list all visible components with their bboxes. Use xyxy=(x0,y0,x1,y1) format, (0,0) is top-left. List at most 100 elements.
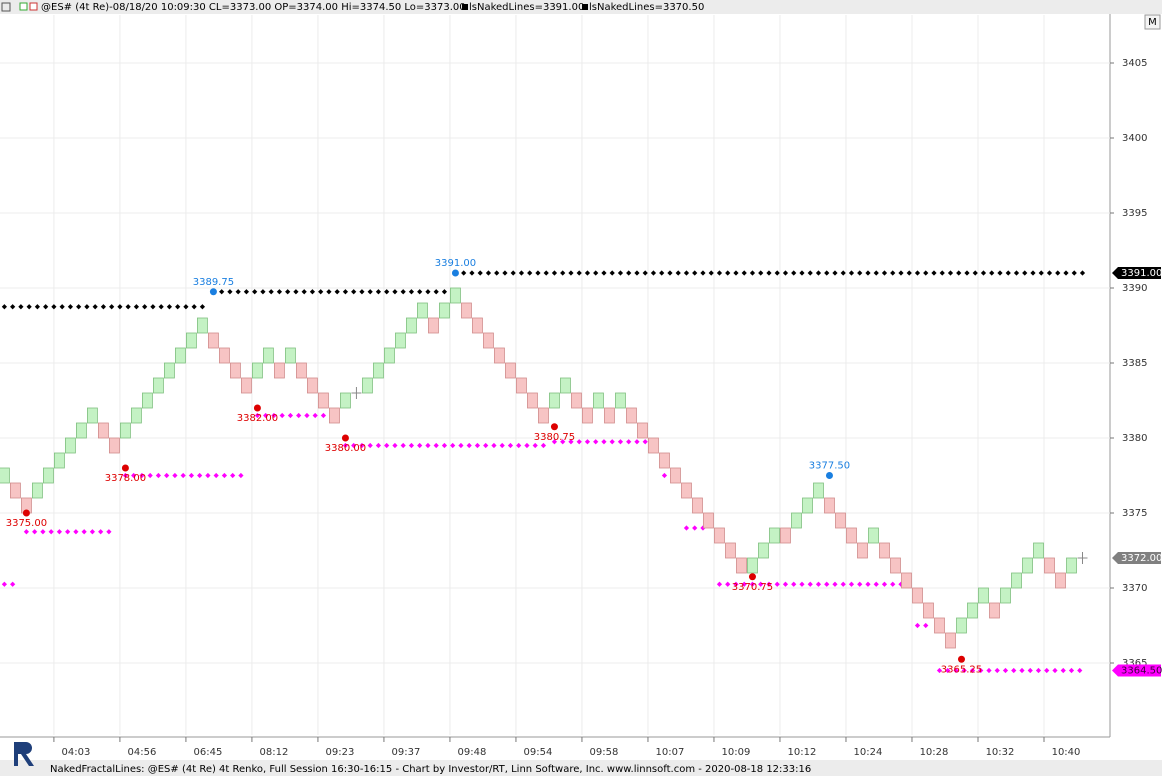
naked-line-dot xyxy=(469,270,475,276)
naked-line-dot xyxy=(832,581,838,587)
naked-line-dot xyxy=(408,442,415,449)
naked-line-dot xyxy=(312,412,318,419)
naked-line-dot xyxy=(483,442,489,449)
legend-swatch xyxy=(582,4,588,10)
naked-line-dot xyxy=(873,270,879,276)
naked-line-dot xyxy=(601,439,607,445)
naked-line-dot xyxy=(252,289,258,295)
x-tick-label: 09:58 xyxy=(590,747,619,758)
y-tick-label: 3395 xyxy=(1122,208,1147,219)
naked-line-dot xyxy=(260,289,266,295)
fractal-dot xyxy=(22,509,30,517)
naked-line-dot xyxy=(1027,667,1033,674)
naked-line-dot xyxy=(425,289,431,295)
renko-brick xyxy=(32,482,43,499)
naked-line-dot xyxy=(840,581,846,587)
naked-line-dot xyxy=(304,412,310,419)
naked-line-dot xyxy=(188,472,195,479)
renko-brick xyxy=(1033,542,1044,559)
naked-line-dot xyxy=(799,270,805,276)
fractal-dot xyxy=(253,404,261,412)
renko-brick xyxy=(725,542,736,559)
naked-line-dot xyxy=(516,442,522,449)
renko-brick xyxy=(43,467,54,484)
renko-brick xyxy=(384,347,395,364)
naked-line-dot xyxy=(642,439,648,445)
logo xyxy=(14,742,34,766)
m-button[interactable] xyxy=(1144,14,1161,30)
naked-line-dot xyxy=(626,439,632,445)
renko-brick xyxy=(230,362,241,379)
y-tick-label: 3405 xyxy=(1122,58,1147,69)
naked-line-dot xyxy=(758,270,764,276)
naked-line-dot xyxy=(287,412,294,419)
renko-brick xyxy=(1000,587,1011,604)
renko-brick xyxy=(54,452,65,469)
renko-brick xyxy=(615,392,626,409)
naked-line-dot xyxy=(400,289,406,295)
naked-line-dot xyxy=(576,270,582,276)
naked-line-dot xyxy=(626,270,632,276)
naked-line-dot xyxy=(205,472,211,479)
fractal-label: 3377.50 xyxy=(809,461,850,472)
renko-brick xyxy=(890,557,901,574)
close-icon[interactable] xyxy=(1,2,11,12)
naked-line-dot xyxy=(532,442,538,449)
fractal-label: 3365.25 xyxy=(941,664,982,675)
y-tick-label: 3365 xyxy=(1122,658,1147,669)
naked-line-dot xyxy=(634,270,640,276)
naked-line-dot xyxy=(384,289,390,295)
renko-brick xyxy=(736,557,747,574)
renko-brick xyxy=(120,422,131,439)
fractal-dot xyxy=(121,464,129,472)
naked-line-dot xyxy=(230,472,236,479)
naked-line-dot xyxy=(972,270,978,276)
naked-line-dot xyxy=(527,270,533,276)
renko-brick xyxy=(241,377,252,394)
naked-line-dot xyxy=(964,270,970,276)
renko-brick xyxy=(263,347,274,364)
naked-line-dot xyxy=(609,270,615,276)
naked-line-dot xyxy=(978,667,984,674)
x-tick-label: 09:23 xyxy=(326,747,355,758)
renko-brick xyxy=(98,422,109,439)
naked-line-dot xyxy=(23,529,30,535)
x-tick-label: 10:24 xyxy=(854,747,883,758)
naked-line-dot xyxy=(494,270,500,276)
fractal-label: 3378.00 xyxy=(105,473,146,484)
naked-line-dot xyxy=(1044,667,1050,674)
naked-line-dot xyxy=(367,289,373,295)
naked-line-dot xyxy=(408,289,415,295)
naked-line-dot xyxy=(296,412,302,419)
naked-line-dot xyxy=(923,270,929,276)
renko-brick xyxy=(164,362,175,379)
fractal-dot xyxy=(957,655,965,663)
renko-brick xyxy=(934,617,945,634)
naked-line-dot xyxy=(106,529,112,535)
renko-brick xyxy=(395,332,406,349)
renko-brick xyxy=(417,302,428,319)
naked-line-dot xyxy=(807,581,813,587)
x-tick-label: 10:40 xyxy=(1052,747,1081,758)
naked-line-dot xyxy=(716,581,723,587)
renko-brick xyxy=(824,497,835,514)
axis-marker-label: 3364.50 xyxy=(1121,666,1162,677)
naked-line-dot xyxy=(318,289,324,295)
naked-line-dot xyxy=(914,622,921,629)
renko-brick xyxy=(659,452,670,469)
naked-line-dot xyxy=(238,472,244,479)
naked-line-dot xyxy=(980,270,987,276)
y-tick-label: 3390 xyxy=(1122,283,1147,294)
naked-line-dot xyxy=(507,442,514,449)
naked-line-dot xyxy=(865,270,871,276)
naked-line-dot xyxy=(898,581,904,587)
renko-brick xyxy=(549,392,560,409)
fractal-label: 3370.75 xyxy=(732,582,773,593)
naked-line-dot xyxy=(477,270,483,276)
x-tick-label: 10:07 xyxy=(656,747,685,758)
naked-line-dot xyxy=(824,581,830,587)
naked-line-dot xyxy=(400,442,406,449)
naked-line-dot xyxy=(40,529,46,535)
naked-line-dot xyxy=(122,472,129,479)
renko-brick xyxy=(813,482,824,499)
